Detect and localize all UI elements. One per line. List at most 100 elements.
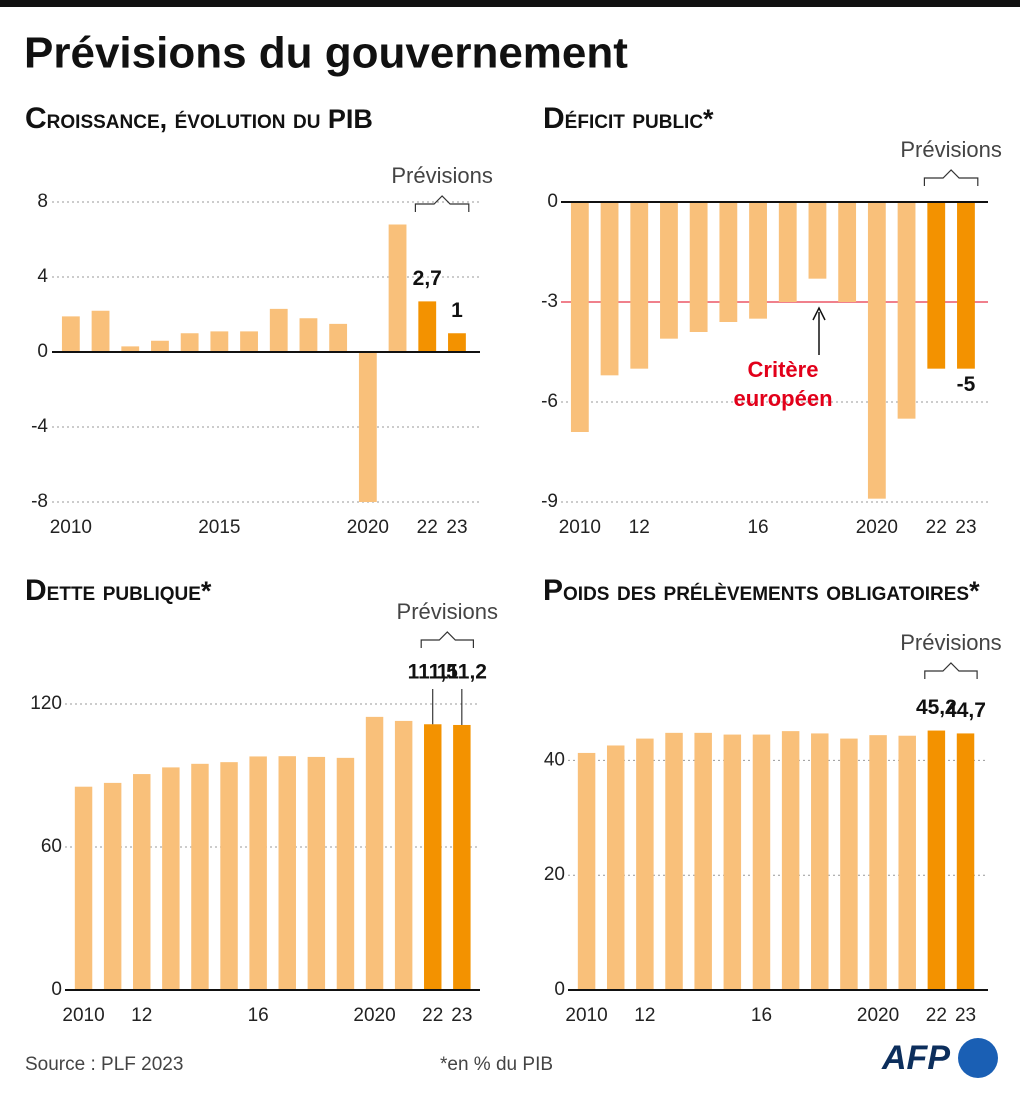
logo: AFP [881, 1039, 950, 1077]
reference-arrow [812, 306, 826, 355]
y-tick-label: -4 [31, 416, 48, 437]
bar [103, 782, 122, 990]
y-tick-label: 0 [37, 341, 48, 362]
bar [162, 767, 180, 990]
y-tick-label: 0 [547, 191, 558, 212]
value-label: 111,5 [408, 661, 459, 684]
bar [299, 318, 318, 352]
y-tick-label: 120 [30, 693, 62, 714]
bar [897, 202, 916, 419]
bar [133, 774, 151, 990]
y-tick-label: 60 [41, 836, 62, 857]
bar [665, 732, 683, 990]
y-tick-label: -3 [541, 291, 558, 312]
forecast-bracket [420, 631, 474, 648]
bar [719, 202, 738, 322]
reference-label: Critère [748, 357, 819, 382]
bar [694, 732, 712, 990]
y-tick-label: -6 [541, 391, 558, 412]
bar [838, 202, 857, 302]
bar [660, 202, 678, 339]
x-tick-label: 2010 [62, 1005, 104, 1026]
bar [606, 745, 625, 990]
bar [636, 738, 654, 990]
forecast-bracket [923, 169, 979, 186]
x-tick-label: 16 [751, 1005, 772, 1026]
logo-circle [958, 1038, 998, 1078]
value-label: 44,7 [945, 699, 986, 722]
bar [630, 202, 649, 369]
bar [269, 308, 288, 352]
x-tick-label: 2020 [353, 1005, 395, 1026]
y-tick-label: -8 [31, 491, 48, 512]
forecast-bracket [414, 195, 470, 212]
bar [448, 333, 466, 352]
top-bar [0, 0, 1020, 7]
forecast-annotation: Prévisions [397, 599, 498, 624]
bar [74, 786, 93, 990]
bar [689, 202, 708, 332]
x-tick-label: 22 [926, 517, 947, 538]
bar [778, 202, 797, 302]
bar [867, 202, 886, 499]
bar [210, 331, 229, 352]
value-label: 45,2 [916, 696, 957, 719]
bar [808, 202, 827, 279]
x-tick-label: 12 [629, 517, 650, 538]
value-label: 111,2 [437, 661, 487, 684]
bar [388, 224, 407, 352]
source: Source : PLF 2023 [25, 1054, 183, 1075]
bar [220, 762, 238, 990]
x-tick-label: 2010 [565, 1005, 607, 1026]
y-tick-label: 20 [544, 864, 565, 885]
x-tick-label: 12 [131, 1005, 152, 1026]
bar [811, 733, 829, 990]
chart-title: Poids des prélèvements obligatoires* [543, 574, 980, 607]
bar [91, 310, 110, 352]
bar [453, 724, 471, 990]
bar [358, 352, 377, 502]
page-title: Prévisions du gouvernement [24, 29, 628, 78]
x-tick-label: 22 [926, 1005, 947, 1026]
bar [577, 752, 596, 990]
bar [180, 333, 199, 352]
bar [307, 756, 326, 990]
bar [424, 724, 442, 990]
forecast-bracket [924, 662, 978, 679]
bar [898, 735, 916, 990]
forecast-annotation: Prévisions [391, 163, 492, 188]
bar [927, 730, 946, 990]
bar [336, 757, 355, 990]
bar [394, 720, 413, 990]
x-tick-label: 16 [248, 1005, 269, 1026]
bar [249, 756, 267, 990]
x-tick-label: 22 [422, 1005, 443, 1026]
x-tick-label: 2020 [856, 517, 898, 538]
bar [840, 738, 858, 990]
x-tick-label: 23 [955, 1005, 976, 1026]
bar [869, 735, 887, 990]
x-tick-label: 23 [955, 517, 976, 538]
bar [570, 202, 589, 432]
value-label: 1 [451, 299, 463, 322]
footnote: *en % du PIB [440, 1054, 553, 1075]
x-tick-label: 23 [446, 517, 467, 538]
y-tick-label: 8 [37, 191, 48, 212]
x-tick-label: 2020 [857, 1005, 899, 1026]
x-tick-label: 16 [747, 517, 768, 538]
bar [151, 340, 169, 352]
y-tick-label: 0 [554, 979, 565, 1000]
x-tick-label: 2020 [347, 517, 389, 538]
y-tick-label: 4 [37, 266, 48, 287]
forecast-annotation: Prévisions [900, 137, 1001, 162]
bar [927, 202, 946, 369]
bar [365, 716, 384, 990]
value-label: -5 [957, 373, 976, 396]
chart-title: Croissance, évolution du PIB [25, 102, 373, 135]
bar [240, 331, 258, 352]
bar [418, 301, 437, 352]
bar [191, 763, 209, 990]
y-tick-label: 40 [544, 749, 565, 770]
